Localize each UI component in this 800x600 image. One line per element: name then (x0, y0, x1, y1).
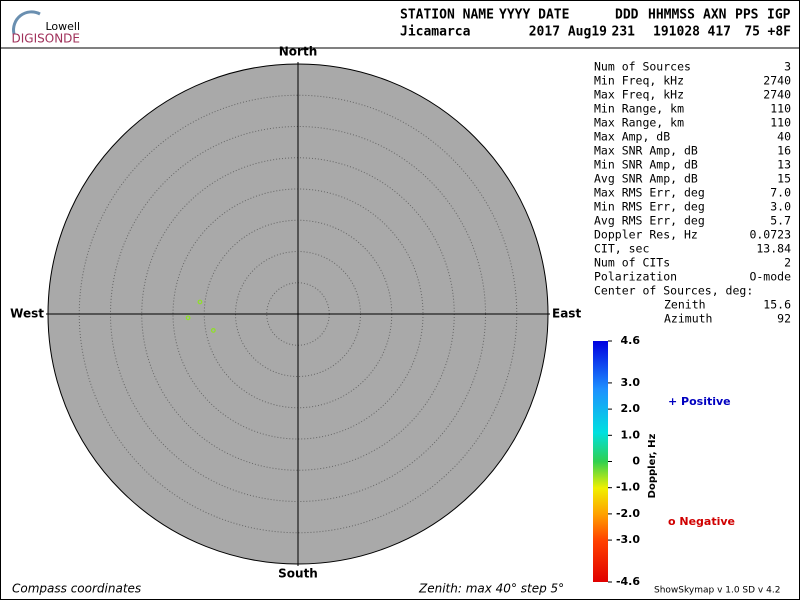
colorbar-tick-label: 1.0 (621, 428, 641, 441)
stat-label: Max Amp, dB (594, 130, 670, 144)
stat-label: Max RMS Err, deg (594, 186, 705, 200)
stat-label: Max Freq, kHz (594, 88, 684, 102)
stat-label: Avg SNR Amp, dB (594, 172, 698, 186)
stat-label: Min Freq, kHz (594, 74, 684, 88)
logo-text: Lowell (45, 20, 80, 33)
stat-value: 2740 (763, 74, 791, 88)
colorbar-tick-label: -4.6 (616, 575, 640, 588)
colorbar-tick-label: 0 (632, 455, 640, 468)
stat-value: 15.6 (763, 298, 791, 312)
header-value: Jicamarca (400, 25, 471, 40)
legend-negative: o Negative (668, 515, 735, 528)
header-value: 417 (708, 25, 731, 40)
stat-label: Max SNR Amp, dB (594, 144, 698, 158)
stat-label: Avg RMS Err, deg (594, 214, 705, 228)
stat-value: 0.0723 (749, 228, 791, 242)
stat-value: 2740 (763, 88, 791, 102)
header-value: 231 (612, 25, 636, 40)
compass-label: South (278, 567, 318, 581)
source-point (185, 315, 191, 321)
header-value: 2017 Aug19 (529, 25, 607, 40)
stat-value: 13.84 (756, 242, 791, 256)
compass-label: North (279, 45, 317, 59)
header-value: 75 (744, 25, 760, 40)
stat-value: 40 (777, 130, 791, 144)
stat-label: Doppler Res, Hz (594, 228, 698, 242)
stat-label: Min Range, km (594, 102, 684, 116)
stat-label: CIT, sec (594, 242, 649, 256)
compass-label: East (552, 307, 581, 321)
stat-label: Min SNR Amp, dB (594, 158, 698, 172)
stat-value: 92 (777, 312, 791, 326)
compass-label: West (10, 307, 44, 321)
header-label: DDD (615, 8, 639, 23)
stat-value: 7.0 (770, 186, 791, 200)
stat-value: 2 (784, 256, 791, 270)
header-label: PPS (735, 8, 759, 23)
stat-label: Zenith (664, 298, 706, 312)
header-value: +8F (768, 25, 792, 40)
source-point (210, 328, 216, 333)
header-label: HHMMSS (648, 8, 695, 23)
stat-label: Azimuth (664, 312, 712, 326)
stat-value: 15 (777, 172, 791, 186)
stat-value: 16 (777, 144, 791, 158)
stat-label: Polarization (594, 270, 677, 284)
colorbar-label: Doppler, Hz (647, 434, 658, 499)
stat-value: 3.0 (770, 200, 791, 214)
stat-label: Min RMS Err, deg (594, 200, 705, 214)
legend-positive: + Positive (668, 395, 731, 408)
stat-value: 3 (784, 60, 791, 74)
header-value: 191028 (653, 25, 700, 40)
footer-left: Compass coordinates (12, 582, 141, 596)
colorbar-tick-label: -2.0 (616, 507, 640, 520)
colorbar-tick-label: 2.0 (621, 402, 641, 415)
logo-text: DIGISONDE (12, 32, 80, 46)
logo-arc (12, 10, 41, 35)
footer-right: ShowSkymap v 1.0 SD v 4.2 (654, 586, 780, 596)
stat-label: Center of Sources, deg: (594, 284, 753, 298)
stat-value: 13 (777, 158, 791, 172)
header-label: IGP (767, 8, 791, 23)
colorbar-tick-label: -1.0 (616, 481, 640, 494)
colorbar-tick-label: -3.0 (616, 533, 640, 546)
header-label: YYYY DATE (499, 8, 569, 23)
stat-value: 110 (770, 102, 791, 116)
header-label: STATION NAME (400, 8, 494, 23)
stat-label: Num of Sources (594, 60, 691, 74)
source-point (197, 299, 203, 305)
stat-label: Max Range, km (594, 116, 684, 130)
colorbar-tick-label: 4.6 (621, 334, 641, 347)
stat-value: 110 (770, 116, 791, 130)
colorbar-tick-label: 3.0 (621, 376, 641, 389)
header-label: AXN (703, 8, 727, 23)
stat-label: Num of CITs (594, 256, 670, 270)
stat-value: O-mode (749, 270, 791, 284)
colorbar (593, 341, 608, 582)
footer-center: Zenith: max 40° step 5° (418, 582, 564, 596)
stat-value: 5.7 (770, 214, 791, 228)
